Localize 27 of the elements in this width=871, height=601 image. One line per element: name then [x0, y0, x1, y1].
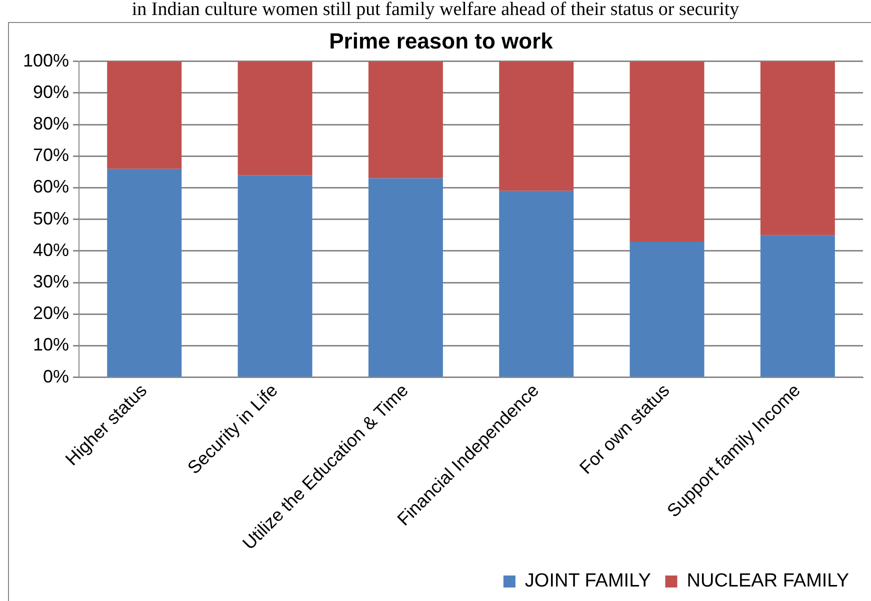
bar — [368, 61, 443, 178]
bar — [238, 175, 312, 377]
y-tick-label: 80% — [33, 114, 70, 134]
bar — [368, 178, 443, 377]
y-tick-label: 70% — [33, 145, 70, 166]
legend-label: NUCLEAR FAMILY — [686, 570, 850, 592]
bar — [630, 241, 704, 377]
y-tick-label: 40% — [33, 240, 70, 260]
y-tick-label: 90% — [33, 82, 70, 102]
bar — [107, 168, 182, 377]
bar — [499, 190, 574, 377]
bar — [630, 61, 704, 242]
bar — [107, 61, 182, 169]
legend-label: JOINT FAMILY — [524, 570, 652, 592]
bar — [238, 61, 312, 176]
y-tick-label: 0% — [43, 366, 70, 386]
y-tick-label: 100% — [22, 50, 70, 70]
y-tick-label: 10% — [33, 334, 70, 355]
text: in Indian culture women still put family welfare ahead of their status or security — [130, 0, 740, 22]
bar — [760, 61, 835, 236]
y-tick-label: 30% — [33, 272, 70, 292]
chart-title: Prime reason to work — [329, 28, 554, 54]
y-tick-label: 60% — [33, 176, 70, 197]
bar — [499, 61, 574, 191]
bar — [760, 235, 835, 377]
y-tick-label: 50% — [33, 208, 70, 228]
y-tick-label: 20% — [33, 303, 70, 324]
